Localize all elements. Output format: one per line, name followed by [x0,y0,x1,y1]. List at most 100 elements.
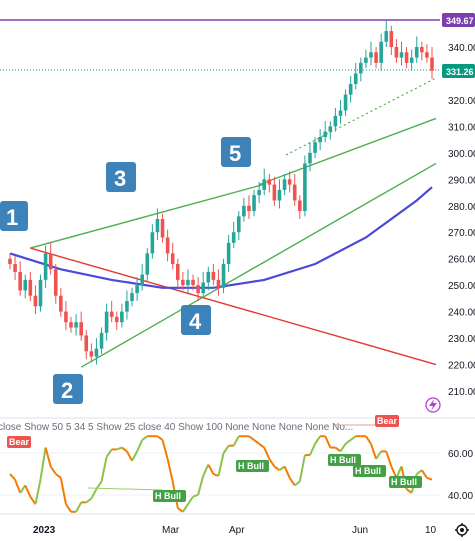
candle-body[interactable] [196,285,200,294]
candle-body[interactable] [99,332,104,349]
candle-body[interactable] [257,189,261,196]
candle-body[interactable] [420,47,424,53]
candle-body[interactable] [8,258,12,264]
trendline[interactable] [30,183,264,249]
oscillator-segment [294,480,301,487]
candle-body[interactable] [262,179,267,190]
candle-body[interactable] [170,253,175,264]
candle-body[interactable] [125,301,129,312]
candle-body[interactable] [236,216,241,233]
candle-body[interactable] [430,57,434,71]
candle-body[interactable] [59,295,63,312]
candle-body[interactable] [206,271,211,283]
candle-body[interactable] [298,200,302,212]
candle-body[interactable] [28,279,33,296]
candle-body[interactable] [384,31,389,42]
signal-hbull-5: H Bull [389,476,422,488]
candle-body[interactable] [292,184,297,201]
trendline[interactable] [30,247,437,366]
candle-body[interactable] [160,219,165,238]
trendline[interactable] [258,117,437,186]
candle-body[interactable] [140,274,144,286]
candle-body[interactable] [38,279,43,307]
candle-body[interactable] [272,184,277,201]
candle-body[interactable] [79,322,83,336]
signal-bear-1: Bear [7,436,31,448]
price-tick: 230.00 [448,334,475,345]
candle-body[interactable] [216,279,221,288]
candle-body[interactable] [389,31,394,47]
candle-body[interactable] [359,62,363,74]
candle-body[interactable] [155,219,160,233]
candle-body[interactable] [399,52,404,58]
candle-body[interactable] [252,195,256,212]
candle-body[interactable] [287,179,292,185]
candle-body[interactable] [114,316,119,323]
candle-body[interactable] [74,322,78,328]
candle-body[interactable] [109,311,114,317]
trendline[interactable] [80,162,437,368]
candle-body[interactable] [267,179,272,185]
candle-body[interactable] [282,179,287,190]
candle-body[interactable] [18,271,22,291]
candle-body[interactable] [409,57,414,63]
candle-body[interactable] [379,41,383,63]
candle-body[interactable] [348,84,353,95]
candle-body[interactable] [211,271,216,280]
sma-line[interactable] [9,186,433,289]
candle-body[interactable] [69,322,73,328]
candle-body[interactable] [404,52,409,63]
candle-body[interactable] [221,263,226,288]
time-axis[interactable]: 2023 Mar Apr Jun 10 [33,525,437,536]
candle-body[interactable] [303,163,307,212]
candle-body[interactable] [242,205,246,217]
signal-bear-2-label: Bear [377,416,398,426]
candle-body[interactable] [201,282,206,294]
candle-body[interactable] [33,295,38,307]
candle-body[interactable] [247,205,251,212]
candle-body[interactable] [84,335,89,352]
candle-body[interactable] [89,351,94,357]
indicator-tick-40: 40.00 [448,491,473,502]
candle-body[interactable] [130,293,134,302]
candle-body[interactable] [277,189,282,201]
candle-body[interactable] [323,131,328,137]
candle-body[interactable] [48,253,53,270]
candle-body[interactable] [175,263,180,280]
candle-body[interactable] [333,115,338,127]
candle-body[interactable] [308,152,312,164]
candle-body[interactable] [226,242,231,264]
indicator-title[interactable]: close Show 50 5 34 5 Show 25 close 40 Sh… [0,422,353,433]
candle-body[interactable] [318,136,322,143]
candle-body[interactable] [94,348,99,357]
candle-body[interactable] [186,279,190,286]
candle-body[interactable] [343,94,348,111]
candle-body[interactable] [425,52,429,58]
candle-body[interactable] [43,253,48,280]
lightning-icon[interactable] [425,397,441,413]
candle-body[interactable] [313,142,317,153]
candle-body[interactable] [364,57,368,63]
candle-body[interactable] [23,279,28,291]
candle-body[interactable] [64,311,68,323]
candle-body[interactable] [353,73,358,85]
settings-gear-icon[interactable] [455,523,469,537]
candle-body[interactable] [13,263,17,272]
candle-body[interactable] [414,47,419,58]
candle-body[interactable] [374,52,378,63]
candle-body[interactable] [104,311,109,333]
candle-body[interactable] [53,269,58,296]
candle-body[interactable] [338,110,343,116]
candle-body[interactable] [165,237,170,254]
candle-body[interactable] [394,47,399,58]
candle-body[interactable] [120,311,124,323]
candle-body[interactable] [191,279,195,286]
candle-body[interactable] [181,279,185,286]
candle-body[interactable] [145,253,150,275]
candle-body[interactable] [135,285,139,294]
candle-body[interactable] [231,232,236,243]
candle-body[interactable] [328,126,333,132]
candle-body[interactable] [150,232,155,254]
candle-body[interactable] [369,52,373,58]
